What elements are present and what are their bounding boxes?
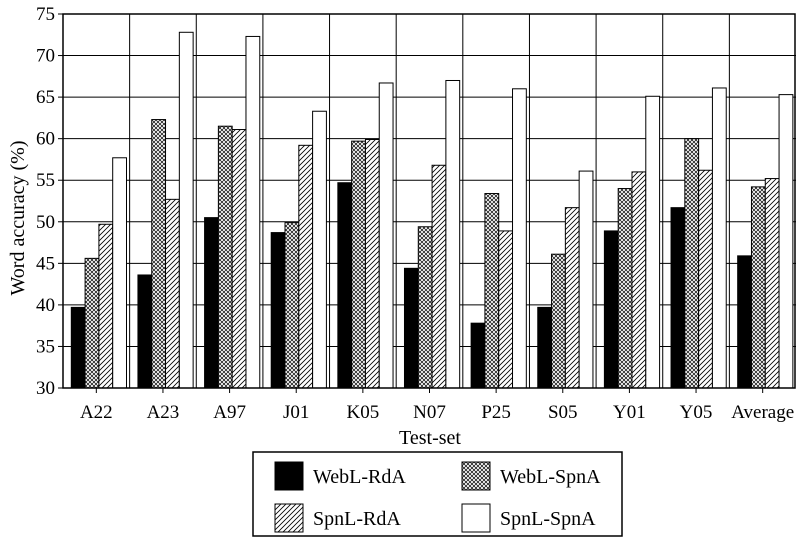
bar-spnl-rda-a22: [98, 223, 114, 389]
y-tick-label: 45: [36, 253, 55, 274]
legend-label-spnl-spna: SpnL-SpnA: [500, 508, 596, 530]
series-webl-rda: [70, 182, 752, 389]
legend-swatch-webl-rda: [274, 461, 304, 491]
y-axis-ticks: 30 35 40 45 50 55 60 65 70 75: [36, 4, 63, 399]
y-tick-label: 50: [36, 212, 55, 233]
y-tick-label: 40: [36, 295, 55, 316]
bar-spnl-rda-k05: [364, 138, 380, 389]
x-tick-label: P25: [481, 402, 511, 423]
y-tick-label: 70: [36, 46, 55, 67]
bar-spnl-rda-average: [764, 178, 780, 389]
bar-spnl-spna-y05: [711, 87, 727, 389]
bar-spnl-spna-j01: [312, 110, 327, 389]
bar-spnl-spna-n07: [445, 79, 461, 389]
bar-webl-spna-s05: [551, 253, 566, 389]
y-axis-title: Word accuracy (%): [7, 141, 29, 296]
bar-webl-rda-p25: [470, 322, 486, 389]
bar-webl-rda-average: [737, 255, 752, 389]
bar-webl-rda-y05: [670, 207, 686, 389]
bar-spnl-spna-a23: [178, 31, 194, 389]
bar-webl-spna-n07: [417, 226, 433, 389]
x-tick-label: A23: [147, 402, 180, 423]
y-tick-label: 60: [36, 129, 55, 150]
x-tick-label: N07: [413, 402, 446, 423]
bar-spnl-spna-average: [778, 94, 794, 389]
legend-label-spnl-rda: SpnL-RdA: [313, 508, 401, 530]
x-tick-label: S05: [548, 402, 578, 423]
x-tick-label: J01: [283, 402, 309, 423]
x-tick-label: K05: [346, 402, 379, 423]
bar-webl-rda-k05: [337, 182, 353, 389]
legend-swatch-spnl-spna: [461, 503, 491, 533]
x-tick-label: A22: [80, 402, 113, 423]
bar-spnl-rda-y01: [631, 171, 647, 389]
legend-box: [252, 451, 623, 537]
y-tick-label: 55: [36, 170, 55, 191]
x-tick-label: Y05: [680, 402, 713, 423]
bar-webl-rda-a22: [70, 306, 86, 389]
bar-webl-spna-y01: [617, 188, 633, 389]
legend-swatch-webl-spna: [461, 461, 491, 491]
bar-webl-rda-j01: [270, 232, 286, 389]
bar-spnl-spna-s05: [578, 170, 594, 389]
x-axis-ticks: A22 A23 A97 J01 K05 N07 P25 S05 Y01 Y05 Average: [80, 388, 794, 423]
y-tick-label: 65: [36, 87, 55, 108]
bar-spnl-rda-y05: [698, 169, 713, 389]
bar-spnl-rda-j01: [298, 144, 314, 389]
x-axis-title: Test-set: [399, 427, 461, 449]
bar-webl-spna-j01: [284, 222, 300, 389]
bar-spnl-rda-a23: [165, 198, 180, 389]
bar-webl-spna-a23: [151, 119, 167, 389]
bar-webl-rda-y01: [603, 230, 619, 389]
bar-spnl-spna-k05: [378, 82, 394, 389]
bar-webl-rda-a23: [137, 274, 153, 389]
legend-label-webl-spna: WebL-SpnA: [500, 466, 601, 488]
bar-series-group: [70, 31, 794, 389]
bar-spnl-spna-a22: [112, 157, 127, 389]
bar-webl-spna-a97: [217, 125, 233, 389]
x-tick-label: Average: [731, 402, 794, 423]
bar-webl-spna-average: [750, 186, 766, 389]
bar-webl-spna-a22: [84, 257, 100, 389]
bar-spnl-spna-p25: [512, 88, 527, 389]
bar-webl-rda-a97: [204, 217, 219, 389]
legend-label-webl-rda: WebL-RdA: [313, 466, 406, 488]
legend: WebL-RdA WebL-SpnA SpnL-RdA SpnL-SpnA: [252, 451, 623, 537]
bar-webl-spna-k05: [351, 140, 366, 389]
bar-spnl-rda-a97: [231, 129, 247, 389]
y-tick-label: 75: [36, 4, 55, 25]
x-tick-label: Y01: [613, 402, 646, 423]
y-tick-label: 35: [36, 336, 55, 357]
series-webl-spna: [84, 119, 766, 389]
bar-spnl-rda-n07: [431, 164, 447, 389]
bar-webl-spna-y05: [684, 138, 700, 389]
y-tick-label: 30: [36, 378, 55, 399]
legend-swatch-spnl-rda: [274, 503, 304, 533]
x-tick-label: A97: [213, 402, 246, 423]
bar-spnl-spna-a97: [245, 35, 261, 389]
series-spnl-rda: [98, 129, 780, 389]
bar-webl-spna-p25: [484, 193, 500, 389]
bar-webl-rda-s05: [537, 306, 553, 389]
bar-spnl-rda-s05: [564, 207, 580, 389]
bar-webl-rda-n07: [403, 267, 419, 389]
bar-spnl-rda-p25: [498, 230, 514, 389]
bar-spnl-spna-y01: [645, 95, 661, 389]
